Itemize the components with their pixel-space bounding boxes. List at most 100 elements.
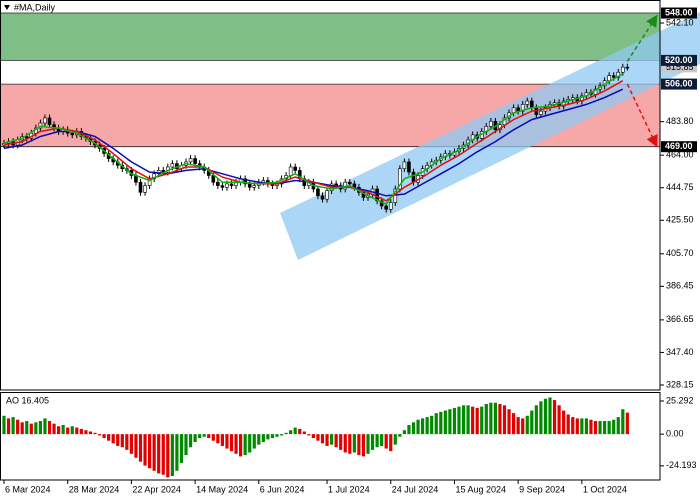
ao-bar [134, 434, 138, 458]
ao-bar [57, 426, 61, 435]
ao-bar [493, 402, 497, 435]
price-panel: 542.10 483.80 464.00 444.75 425.50 405.70 386.… [0, 7, 700, 389]
y-tick-label: -24.193 [666, 460, 697, 470]
ao-bar [370, 434, 375, 450]
ao-bar [20, 422, 24, 435]
ao-bar [598, 421, 602, 435]
y-tick-label: 328.15 [666, 379, 694, 389]
candle-body [402, 161, 407, 169]
ao-bar [252, 434, 256, 449]
last-price-label: 515.85 [666, 62, 694, 72]
y-tick-label: 366.65 [666, 314, 694, 324]
ao-bar [79, 428, 83, 435]
ao-bar [398, 434, 402, 437]
ao-bar [97, 434, 102, 436]
candle-body [525, 100, 530, 105]
ao-bar [466, 405, 470, 435]
y-tick-label: 464.00 [666, 150, 694, 160]
ao-bar [61, 424, 65, 435]
ao-bar [157, 434, 161, 474]
ao-bar [516, 417, 520, 435]
y-tick-label: 425.50 [666, 215, 694, 225]
ao-bar [2, 415, 6, 435]
ao-bar [343, 434, 347, 453]
candle-body [607, 75, 611, 82]
candle-body [375, 188, 379, 202]
candle-body [388, 202, 393, 210]
ao-bar [525, 415, 529, 435]
ao-bar [571, 417, 575, 435]
ao-bar [302, 431, 306, 435]
ao-bar [75, 427, 79, 435]
ao-bar [402, 430, 406, 435]
ao-bar [539, 401, 543, 435]
ao-bar [575, 418, 579, 435]
candle-body [188, 158, 193, 163]
moving-average [3, 73, 624, 206]
ao-bar [361, 434, 366, 457]
ao-bar [552, 400, 557, 435]
ao-bar [330, 434, 334, 445]
ao-bar [216, 434, 220, 444]
ao-bar [548, 397, 552, 435]
ao-bar [38, 421, 42, 435]
ao-bar [184, 434, 188, 456]
candle-body [138, 181, 143, 193]
candle-body [229, 183, 234, 186]
ao-bar [179, 434, 184, 463]
candle-body [70, 132, 75, 136]
ao-bar [334, 434, 338, 448]
ao-bar [325, 434, 329, 446]
candle-body [316, 188, 320, 197]
level-label-box [661, 141, 697, 153]
y-tick-label: 542.10 [666, 17, 694, 27]
ao-bar [380, 434, 384, 446]
ao-bar [316, 434, 320, 441]
x-tick-label: 1 Jul 2024 [328, 484, 370, 494]
ao-bar [311, 434, 315, 439]
candle-body [398, 168, 402, 190]
ao-bar [6, 418, 11, 435]
y-tick-label: 0.00 [666, 429, 684, 439]
level-label: 520.00 [665, 55, 693, 65]
ao-bar [116, 434, 120, 446]
ao-bar [234, 434, 238, 454]
ao-bar [621, 409, 625, 435]
channel [280, 12, 700, 260]
ao-bar [270, 434, 275, 439]
level-label-box [661, 78, 697, 90]
candle-body [325, 190, 329, 200]
ao-bar [298, 428, 302, 435]
ao-bar [289, 430, 293, 435]
ao-bar [366, 434, 370, 454]
arrow-up [626, 14, 658, 62]
ao-bar [143, 434, 147, 466]
ao-bar [120, 434, 124, 448]
chart-title: #MA,Daily [14, 2, 56, 12]
ao-bar [284, 432, 288, 435]
ao-bar [580, 418, 584, 435]
candle-body [411, 171, 416, 183]
ao-bar [188, 434, 193, 448]
ao-bar [261, 434, 265, 443]
ao-bar [111, 434, 115, 444]
candle-body [247, 183, 252, 188]
ao-bar [434, 413, 438, 435]
ao-bar [530, 410, 534, 435]
y-tick-label: 405.70 [666, 248, 694, 258]
ao-bar [138, 434, 143, 462]
ao-bar [29, 423, 33, 435]
ao-bar [407, 424, 411, 435]
x-tick-label: 22 Apr 2024 [132, 484, 181, 494]
ao-bar [475, 407, 479, 435]
price-frame [0, 0, 661, 391]
ao-bar [448, 409, 452, 435]
ao-bar [25, 421, 29, 435]
symbol-icon [4, 5, 10, 10]
ao-bar [416, 419, 420, 435]
zone [0, 13, 660, 61]
ao-bar [239, 434, 243, 457]
ao-bar [170, 434, 174, 477]
ao-bar [421, 418, 425, 435]
